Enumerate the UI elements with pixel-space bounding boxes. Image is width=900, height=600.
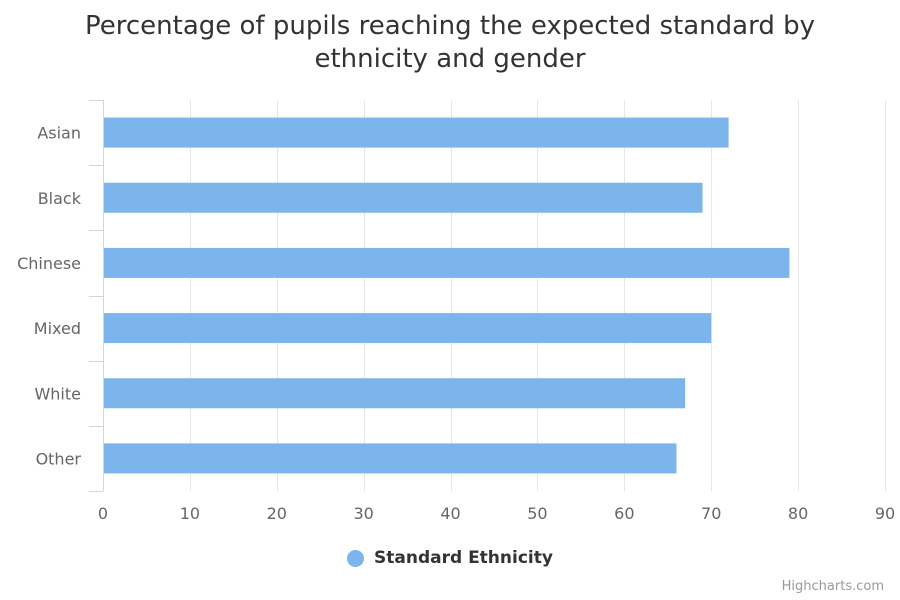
- bar-other[interactable]: [104, 443, 677, 474]
- category-label-black: Black: [38, 189, 82, 208]
- x-tick-label-30: 30: [353, 504, 373, 523]
- bar-asian[interactable]: [104, 117, 729, 148]
- legend-circle-icon: [347, 549, 365, 567]
- bar-chinese[interactable]: [104, 247, 790, 278]
- x-tick-label-40: 40: [440, 504, 460, 523]
- category-label-mixed: Mixed: [34, 319, 81, 338]
- x-tick-labels: 0 10 20 30 40 50 60 70 80 90: [98, 504, 895, 523]
- x-tick-label-80: 80: [788, 504, 808, 523]
- bar-mixed[interactable]: [104, 313, 712, 344]
- x-tick-label-60: 60: [614, 504, 634, 523]
- chart-title: Percentage of pupils reaching the expect…: [0, 10, 900, 76]
- bar-white[interactable]: [104, 378, 686, 409]
- category-labels: Asian Black Chinese Mixed White Other: [17, 124, 82, 469]
- x-tick-label-90: 90: [875, 504, 895, 523]
- category-label-white: White: [34, 384, 81, 403]
- gridlines: [190, 100, 886, 491]
- y-axis: [89, 100, 104, 492]
- legend-label: Standard Ethnicity: [374, 548, 553, 568]
- category-label-chinese: Chinese: [17, 254, 81, 273]
- x-tick-label-20: 20: [267, 504, 287, 523]
- bar-black[interactable]: [104, 182, 703, 213]
- x-tick-label-50: 50: [527, 504, 547, 523]
- legend: Standard Ethnicity: [0, 548, 900, 572]
- category-label-other: Other: [36, 449, 82, 468]
- chart-title-line-1: Percentage of pupils reaching the expect…: [85, 11, 815, 41]
- legend-item-standard-ethnicity[interactable]: Standard Ethnicity: [347, 548, 553, 568]
- x-tick-label-0: 0: [98, 504, 108, 523]
- bar-series: [104, 117, 790, 474]
- x-tick-label-70: 70: [701, 504, 721, 523]
- x-tick-label-10: 10: [180, 504, 200, 523]
- credits-link[interactable]: Highcharts.com: [781, 579, 884, 594]
- category-label-asian: Asian: [37, 124, 81, 143]
- chart-title-line-2: ethnicity and gender: [314, 44, 586, 74]
